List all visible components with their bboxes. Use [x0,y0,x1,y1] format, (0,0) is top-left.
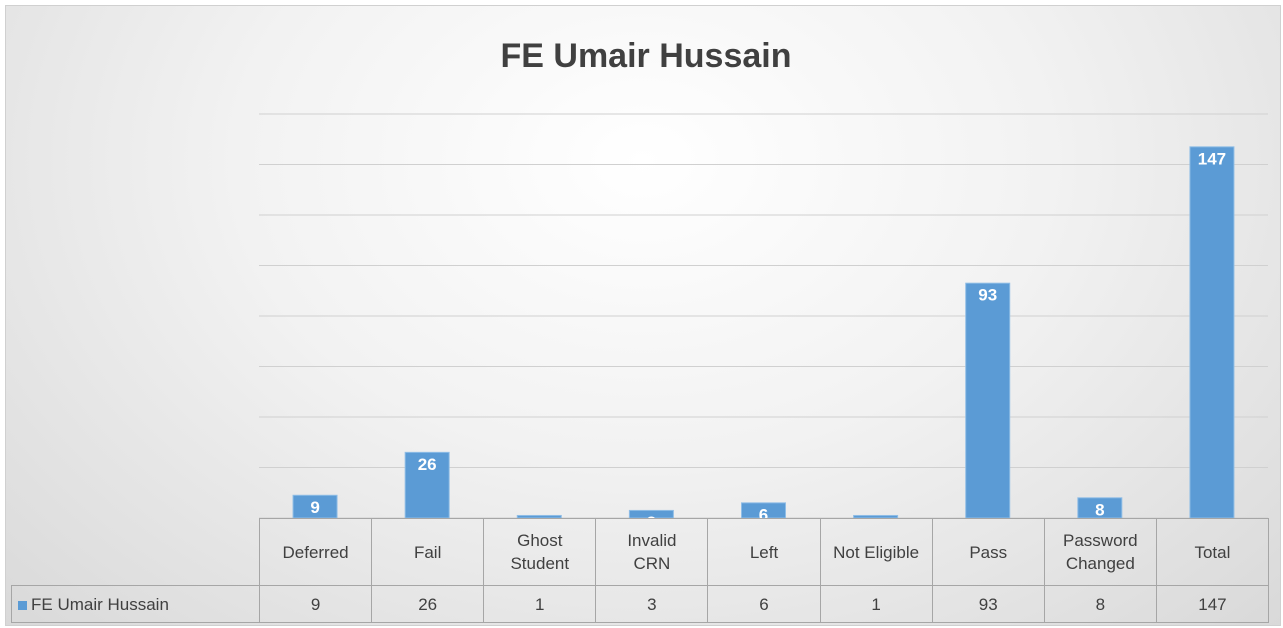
data-table: Deferred Fail Ghost Student Invalid CRN Left… [11,518,1269,623]
table-value: 93 [931,585,1045,623]
category-label: Ghost Student [483,518,597,586]
legend-entry: FE Umair Hussain [11,585,260,623]
data-label: 6 [759,505,768,524]
bar [292,494,338,519]
category-label: Left [707,518,821,586]
table-value: 147 [1155,585,1269,623]
table-value: 6 [707,585,821,623]
chart: FE Umair Hussain 9 26 1 3 6 1 93 8 147 [259,37,1268,537]
category-label: Pass [931,518,1045,586]
data-label: 93 [978,286,997,305]
data-label: 1 [871,518,880,537]
category-label: Fail [371,518,485,586]
table-value: 1 [483,585,597,623]
bar [1077,497,1123,519]
table-value: 8 [1043,585,1157,623]
data-label: 9 [310,498,319,517]
category-label: Total [1155,518,1269,586]
legend-label: FE Umair Hussain [31,594,169,614]
table-value: 9 [258,585,373,623]
data-label: 3 [647,513,656,532]
bar [1189,146,1235,519]
chart-title: FE Umair Hussain [501,37,792,75]
legend-key [18,600,27,610]
data-label: 8 [1095,500,1104,519]
table-value: 1 [819,585,933,623]
table-value: 26 [371,585,485,623]
table-corner [11,518,260,586]
data-label: 147 [1198,149,1226,168]
data-label: 26 [418,455,437,474]
table-value: 3 [595,585,709,623]
category-label: Password Changed [1043,518,1157,586]
category-label: Not Eligible [819,518,933,586]
chart-area: FE Umair Hussain 9 26 1 3 6 1 93 8 147 Deferred F… [5,5,1281,626]
bar [628,509,674,519]
category-label: Invalid CRN [595,518,709,586]
data-label: 1 [535,518,544,537]
bar [965,282,1011,519]
category-label: Deferred [258,518,373,586]
bar [404,451,450,519]
